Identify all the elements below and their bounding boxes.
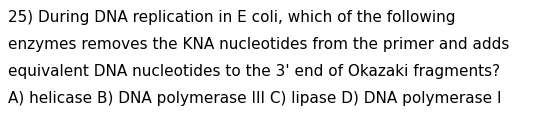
Text: enzymes removes the KNA nucleotides from the primer and adds: enzymes removes the KNA nucleotides from…: [8, 37, 509, 52]
Text: A) helicase B) DNA polymerase III C) lipase D) DNA polymerase I: A) helicase B) DNA polymerase III C) lip…: [8, 91, 502, 106]
Text: 25) During DNA replication in E coli, which of the following: 25) During DNA replication in E coli, wh…: [8, 10, 455, 25]
Text: equivalent DNA nucleotides to the 3' end of Okazaki fragments?: equivalent DNA nucleotides to the 3' end…: [8, 64, 500, 79]
